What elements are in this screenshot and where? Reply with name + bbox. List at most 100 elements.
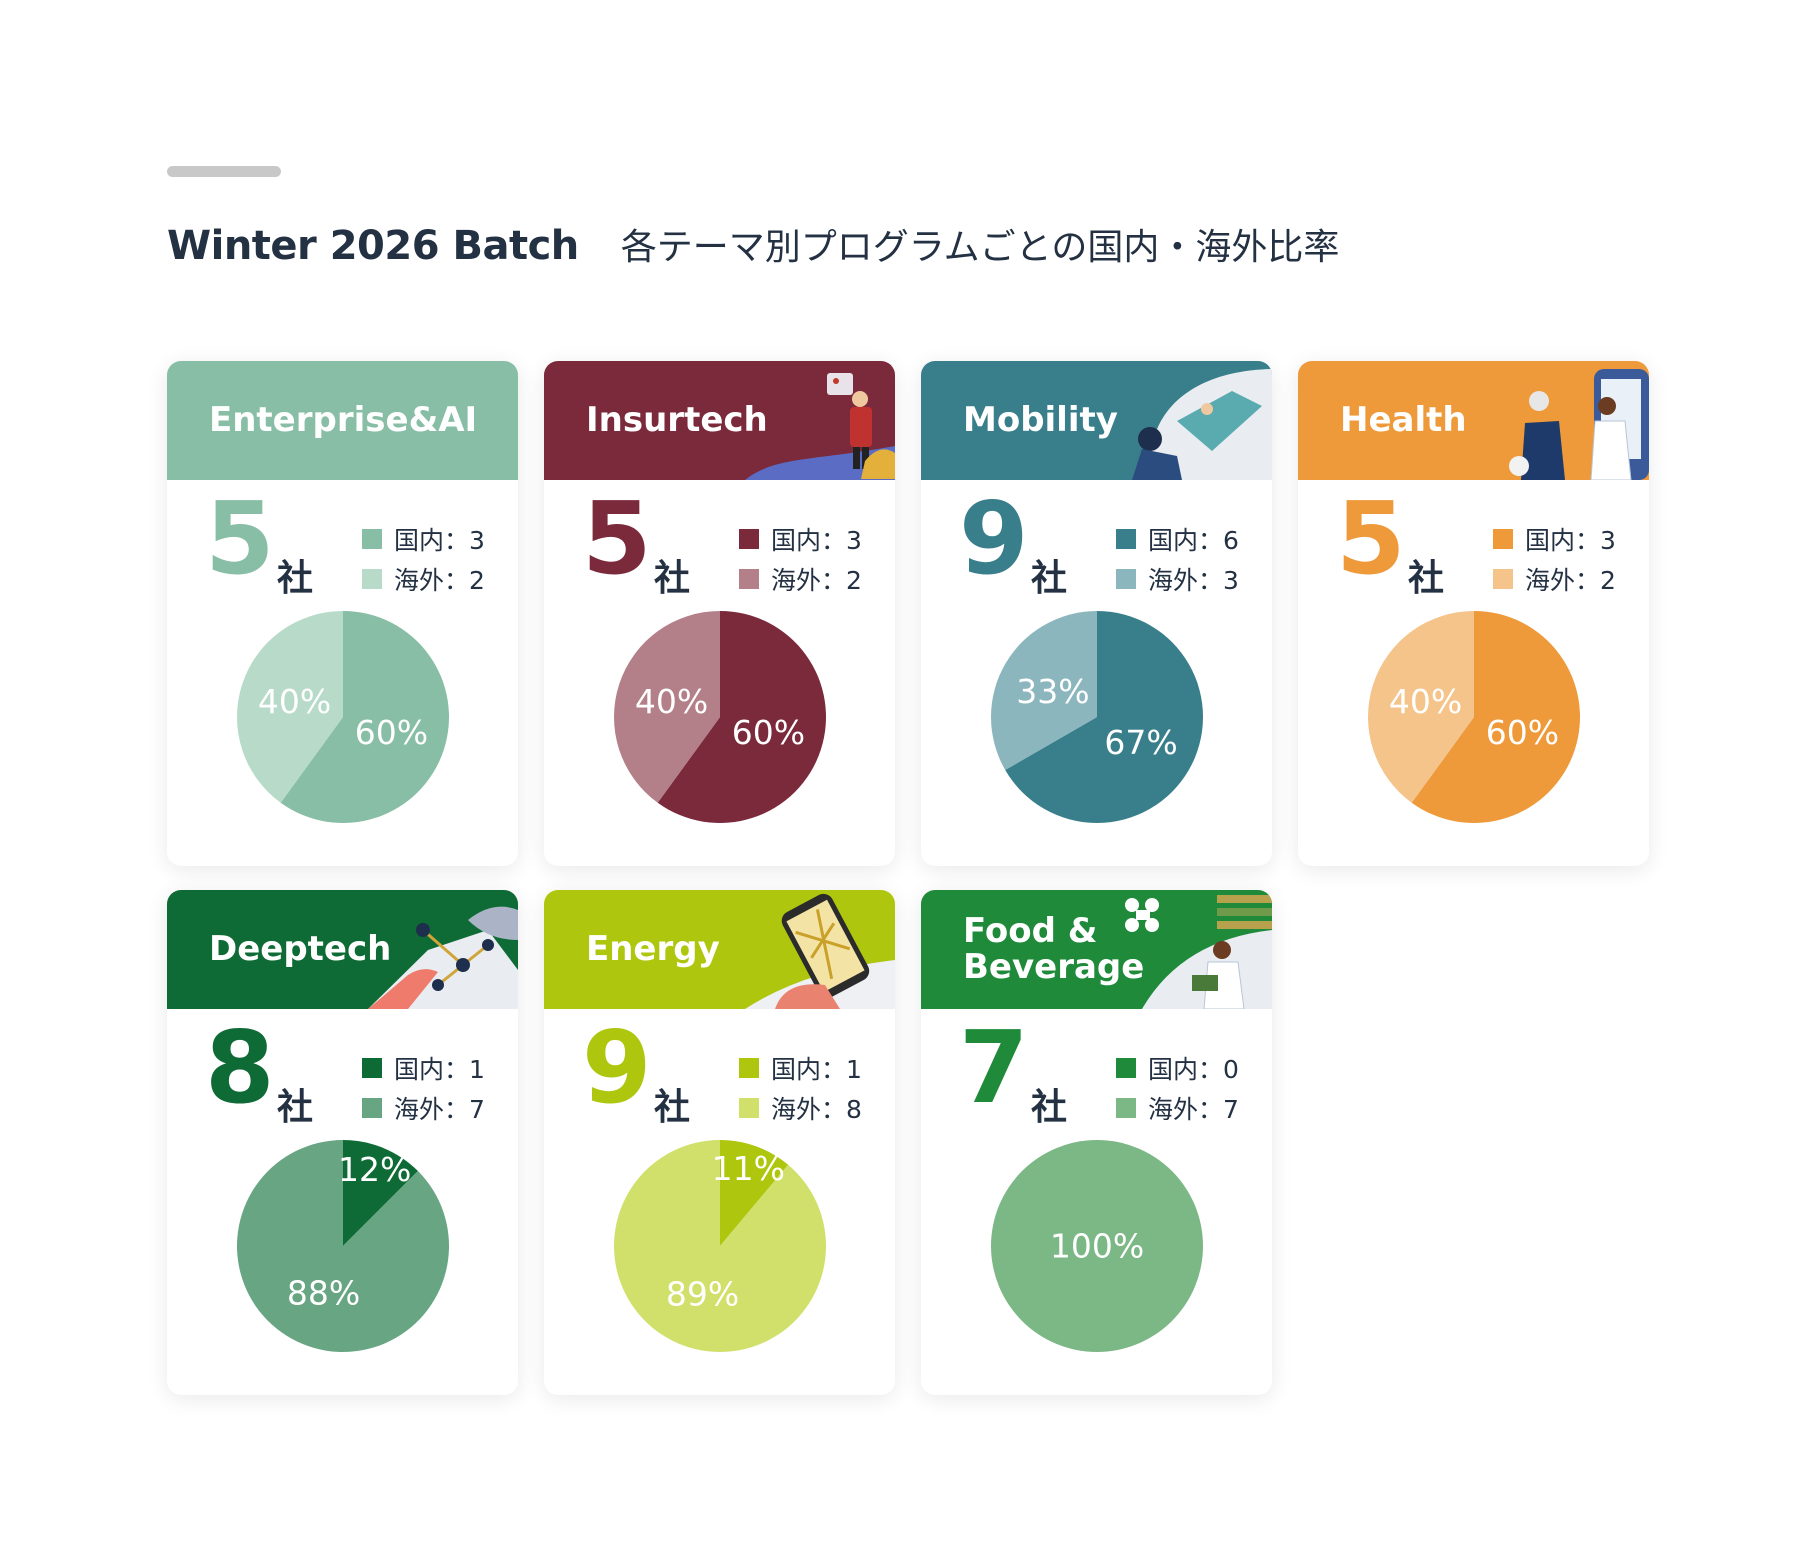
card-title: Enterprise&AI — [209, 399, 478, 440]
company-count: 8 — [205, 1009, 275, 1126]
pie-slice-overseas — [1368, 611, 1474, 803]
pie-chart: 100% — [991, 1140, 1203, 1352]
pie-slice-overseas — [614, 611, 720, 803]
pie-label-overseas: 100% — [1050, 1227, 1144, 1266]
card-title: Food & Beverage — [963, 910, 1145, 987]
legend: 国内：3 海外：2 — [362, 519, 485, 599]
pie-slice-domestic — [720, 1140, 789, 1246]
legend: 国内：6 海外：3 — [1116, 519, 1239, 599]
pie-label-domestic: 60% — [355, 713, 428, 752]
legend-swatch-domestic — [1493, 529, 1513, 549]
pie-label-overseas: 40% — [635, 682, 708, 721]
legend-swatch-domestic — [1116, 529, 1136, 549]
pie-slice-overseas — [237, 611, 343, 803]
legend-swatch-overseas — [362, 1098, 382, 1118]
card-header: Mobility — [921, 361, 1272, 480]
company-count: 5 — [582, 480, 652, 597]
company-unit: 社 — [654, 1087, 691, 1128]
legend-label-overseas: 海外：2 — [1525, 566, 1616, 595]
legend-label-overseas: 海外：2 — [771, 566, 862, 595]
pie-label-overseas: 89% — [666, 1274, 739, 1313]
hand-phone-map-illustration — [745, 893, 895, 1009]
legend-overseas: 海外：2 — [1493, 559, 1616, 599]
company-count: 9 — [959, 480, 1029, 597]
card-title: Energy — [586, 928, 720, 969]
legend-label-overseas: 海外：8 — [771, 1095, 862, 1124]
theme-card-mobility: Mobility 9 社 国内：6 海外：3 67% 33% — [921, 361, 1272, 866]
company-unit: 社 — [654, 558, 691, 599]
legend-label-overseas: 海外：7 — [1148, 1095, 1239, 1124]
company-count: 5 — [205, 480, 275, 597]
legend-swatch-overseas — [362, 569, 382, 589]
legend-domestic: 国内：3 — [739, 519, 862, 559]
legend-swatch-overseas — [1116, 1098, 1136, 1118]
card-title: Mobility — [963, 399, 1118, 440]
legend-overseas: 海外：7 — [1116, 1088, 1239, 1128]
pie-slice-domestic — [343, 1140, 418, 1246]
legend-label-domestic: 国内：6 — [1148, 526, 1239, 555]
pie-label-overseas: 40% — [1389, 682, 1462, 721]
legend: 国内：1 海外：7 — [362, 1048, 485, 1128]
pie-slice-domestic — [280, 611, 449, 823]
pie-chart: 12% 88% — [236, 1140, 449, 1352]
legend-swatch-domestic — [362, 529, 382, 549]
driver-vehicle-illustration — [1132, 369, 1272, 480]
pie-label-domestic: 67% — [1104, 723, 1177, 762]
legend-swatch-domestic — [1116, 1058, 1136, 1078]
company-unit: 社 — [1031, 1087, 1068, 1128]
card-title: Insurtech — [586, 399, 768, 440]
legend-domestic: 国内：1 — [362, 1048, 485, 1088]
card-title: Health — [1340, 399, 1467, 440]
doctor-patient-illustration — [1509, 369, 1649, 480]
theme-card-insurtech: Insurtech 5 社 国内：3 海外：2 60% 40% — [544, 361, 895, 866]
legend-label-overseas: 海外：3 — [1148, 566, 1239, 595]
legend-overseas: 海外：2 — [739, 559, 862, 599]
company-count: 7 — [959, 1009, 1029, 1126]
pie-label-domestic: 60% — [732, 713, 805, 752]
pie-label-overseas: 88% — [287, 1274, 360, 1313]
company-unit: 社 — [1408, 558, 1445, 599]
legend-swatch-domestic — [739, 1058, 759, 1078]
legend-overseas: 海外：3 — [1116, 559, 1239, 599]
legend-overseas: 海外：7 — [362, 1088, 485, 1128]
card-header: Food & Beverage — [921, 890, 1272, 1009]
batch-title: Winter 2026 Batch — [167, 223, 579, 269]
pie-chart: 67% 33% — [991, 611, 1203, 823]
pie-label-domestic: 12% — [338, 1150, 411, 1189]
pie-slice-overseas — [991, 611, 1097, 770]
insurance-person-car-illustration — [745, 373, 895, 480]
company-count: 9 — [582, 1009, 652, 1126]
legend: 国内：0 海外：7 — [1116, 1048, 1239, 1128]
pie-slice-domestic — [657, 611, 826, 823]
company-unit: 社 — [1031, 558, 1068, 599]
pie-chart: 60% 40% — [614, 611, 826, 823]
legend-label-overseas: 海外：2 — [394, 566, 485, 595]
legend: 国内：3 海外：2 — [1493, 519, 1616, 599]
card-header: Enterprise&AI — [167, 361, 518, 480]
card-header: Deeptech — [167, 890, 518, 1009]
legend-label-overseas: 海外：7 — [394, 1095, 485, 1124]
legend-swatch-overseas — [1116, 569, 1136, 589]
legend-swatch-overseas — [1493, 569, 1513, 589]
legend-overseas: 海外：8 — [739, 1088, 862, 1128]
pie-label-domestic: 60% — [1486, 713, 1559, 752]
legend-label-domestic: 国内：1 — [771, 1055, 862, 1084]
card-header: Energy — [544, 890, 895, 1009]
legend-label-domestic: 国内：1 — [394, 1055, 485, 1084]
legend: 国内：1 海外：8 — [739, 1048, 862, 1128]
legend: 国内：3 海外：2 — [739, 519, 862, 599]
legend-label-domestic: 国内：3 — [771, 526, 862, 555]
legend-domestic: 国内：3 — [1493, 519, 1616, 559]
company-unit: 社 — [277, 558, 314, 599]
pie-label-domestic: 11% — [712, 1149, 785, 1188]
legend-domestic: 国内：1 — [739, 1048, 862, 1088]
pie-slice-overseas — [991, 1140, 1203, 1352]
legend-domestic: 国内：3 — [362, 519, 485, 559]
card-header: Insurtech — [544, 361, 895, 480]
page-subtitle: 各テーマ別プログラムごとの国内・海外比率 — [620, 227, 1340, 268]
page-heading: Winter 2026 Batch 各テーマ別プログラムごとの国内・海外比率 — [167, 218, 1339, 270]
pie-label-overseas: 33% — [1016, 672, 1089, 711]
legend-swatch-overseas — [739, 1098, 759, 1118]
legend-swatch-overseas — [739, 569, 759, 589]
drone-farmer-illustration — [1125, 895, 1272, 1009]
